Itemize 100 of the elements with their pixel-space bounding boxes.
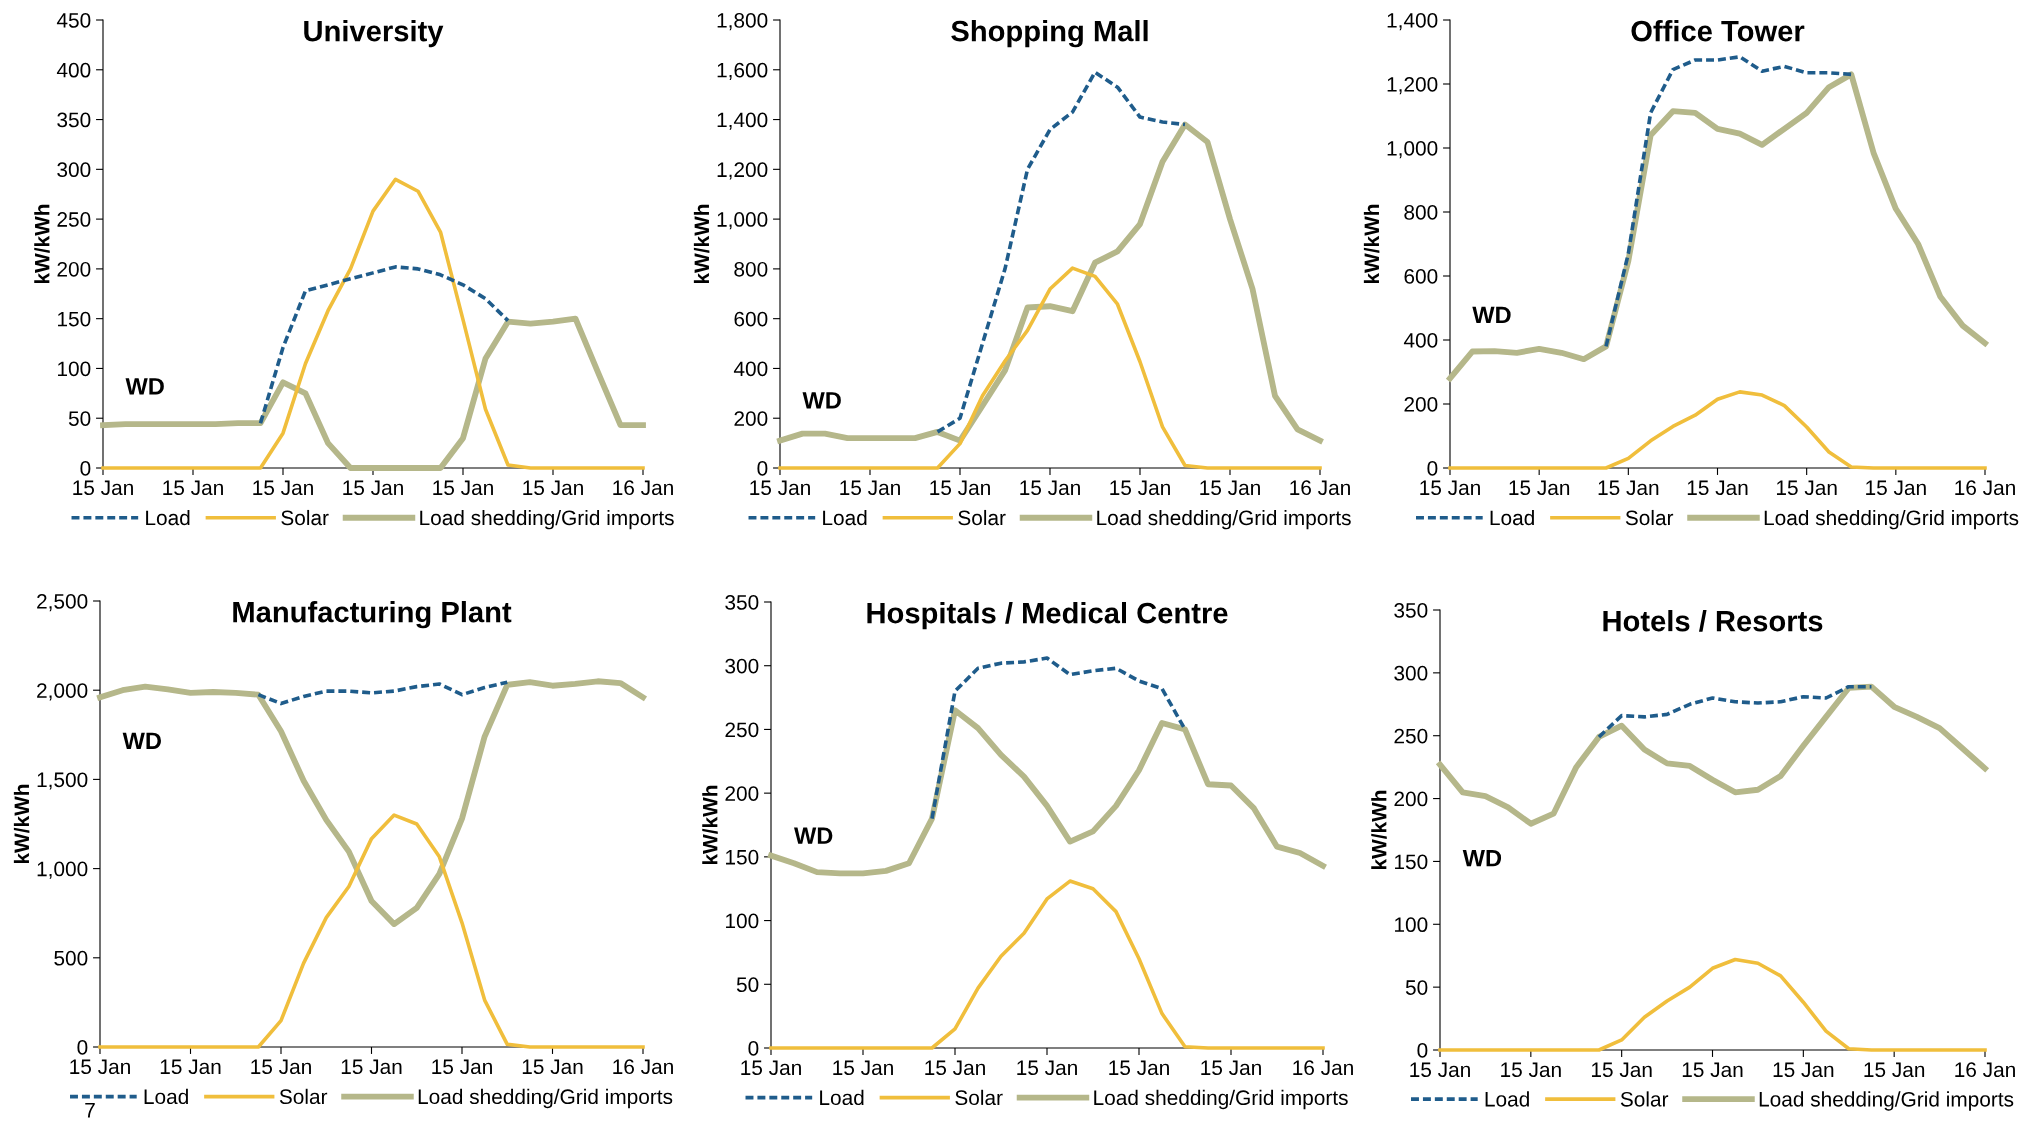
- x-tick-label: 15 Jan: [1201, 1060, 1261, 1076]
- line-series: [256, 680, 510, 706]
- legend-label: Load: [1490, 509, 1534, 526]
- x-tick-label: 15 Jan: [1509, 480, 1570, 496]
- y-tick-label: 500: [54, 950, 88, 966]
- x-tick-label: 15 Jan: [1109, 1060, 1169, 1076]
- x-tick-label: 15 Jan: [930, 480, 990, 496]
- y-tick-label: 0: [1417, 1043, 1428, 1058]
- y-tick-label: 150: [1395, 854, 1428, 870]
- y-axis-title: kW/kWh: [693, 204, 710, 284]
- x-tick-label: 16 Jan: [613, 1059, 673, 1075]
- y-tick-label: 300: [1394, 665, 1428, 681]
- x-tick-label: 15 Jan: [1776, 480, 1837, 496]
- y-tick-label: 50: [68, 411, 91, 426]
- x-tick-label: 15 Jan: [522, 1059, 583, 1075]
- x-tick-label: 15 Jan: [833, 1060, 893, 1076]
- x-tick-label: 15 Jan: [1773, 1062, 1834, 1078]
- y-tick-label: 1,000: [1387, 141, 1438, 159]
- y-tick-label: 400: [733, 361, 768, 377]
- x-tick-label: 15 Jan: [1501, 1062, 1561, 1078]
- x-tick-label: 15 Jan: [251, 1059, 311, 1075]
- x-tick-label: 15 Jan: [1017, 1060, 1077, 1076]
- line-series: [258, 265, 510, 426]
- y-tick-label: 150: [726, 849, 759, 865]
- legend-label: Solar: [279, 1088, 328, 1105]
- y-tick-label: 200: [57, 261, 91, 277]
- y-tick-label: 400: [1403, 333, 1438, 348]
- x-tick-label: 15 Jan: [160, 1059, 221, 1075]
- y-tick-label: 350: [57, 112, 91, 128]
- legend-label: Solar: [1620, 1091, 1669, 1107]
- y-tick-label: 200: [1404, 397, 1438, 412]
- y-tick-label: 1,800: [717, 13, 768, 31]
- annotation: WD: [122, 732, 161, 749]
- y-axis-title: kW/kWh: [34, 204, 50, 284]
- legend-label: Solar: [958, 509, 1006, 526]
- y-tick-label: 1,200: [1387, 77, 1438, 95]
- annotation: WD: [125, 378, 164, 395]
- x-tick-label: 16 Jan: [613, 480, 673, 496]
- annotation: WD: [1472, 306, 1511, 324]
- y-tick-label: 0: [77, 1040, 88, 1055]
- y-tick-label: 450: [56, 13, 91, 28]
- x-tick-label: 15 Jan: [1591, 1062, 1652, 1078]
- y-tick-label: 2,000: [37, 683, 88, 701]
- x-tick-label: 16 Jan: [1955, 480, 2015, 496]
- chart-title: Hospitals / Medical Centre: [867, 602, 1228, 630]
- y-tick-label: 200: [1394, 791, 1428, 807]
- y-tick-label: 0: [80, 461, 91, 476]
- y-tick-label: 100: [726, 913, 759, 929]
- legend-label: Load: [144, 1088, 188, 1105]
- legend-label: Load: [823, 509, 867, 526]
- x-tick-label: 15 Jan: [1687, 480, 1748, 496]
- line-series: [930, 656, 1187, 821]
- y-tick-label: 150: [58, 311, 91, 327]
- y-tick-label: 350: [1394, 603, 1428, 618]
- line-series: [1597, 684, 1874, 739]
- y-tick-label: 1,000: [717, 212, 768, 230]
- y-tick-label: 100: [1395, 917, 1428, 933]
- chart-title: Office Tower: [1631, 20, 1805, 42]
- x-tick-label: 15 Jan: [343, 480, 403, 496]
- line-series: [1604, 54, 1854, 349]
- x-tick-label: 15 Jan: [523, 480, 583, 496]
- y-tick-label: 200: [725, 786, 759, 801]
- chart-title: University: [304, 20, 444, 48]
- legend-label: Load: [1485, 1091, 1529, 1107]
- x-tick-label: 15 Jan: [750, 480, 810, 496]
- legend-label: Load: [820, 1089, 864, 1106]
- text: 7: [85, 1103, 95, 1118]
- x-tick-label: 15 Jan: [73, 480, 133, 496]
- y-tick-label: 1,600: [717, 62, 768, 80]
- chart-title: Manufacturing Plant: [233, 601, 512, 629]
- y-tick-label: 0: [1427, 461, 1438, 476]
- y-tick-label: 1,500: [37, 772, 88, 790]
- x-tick-label: 15 Jan: [741, 1060, 801, 1076]
- x-tick-label: 16 Jan: [1290, 480, 1350, 496]
- x-tick-label: 15 Jan: [70, 1059, 130, 1075]
- x-tick-label: 15 Jan: [1020, 480, 1080, 496]
- y-tick-label: 600: [734, 311, 768, 327]
- legend-label: Load shedding/Grid imports: [418, 1088, 673, 1109]
- y-tick-label: 0: [748, 1041, 759, 1056]
- legend-label: Load: [146, 509, 190, 526]
- y-tick-label: 250: [57, 212, 91, 227]
- y-tick-label: 1,400: [717, 112, 768, 130]
- y-axis-title: kW/kWh: [1363, 204, 1380, 284]
- y-tick-label: 2,500: [37, 594, 88, 612]
- legend-label: Load shedding/Grid imports: [1094, 1089, 1348, 1110]
- legend-label: Solar: [955, 1089, 1003, 1106]
- y-axis-title: kW/kWh: [1371, 790, 1387, 870]
- x-tick-label: 15 Jan: [1200, 480, 1260, 496]
- x-tick-label: 15 Jan: [840, 480, 900, 496]
- y-tick-label: 250: [725, 722, 759, 738]
- y-tick-label: 200: [734, 411, 768, 426]
- x-tick-label: 16 Jan: [1293, 1060, 1353, 1076]
- y-tick-label: 300: [725, 658, 759, 674]
- x-tick-label: 15 Jan: [341, 1059, 402, 1075]
- x-tick-label: 15 Jan: [433, 480, 493, 496]
- x-tick-label: 15 Jan: [1420, 480, 1480, 496]
- legend-label: Solar: [281, 509, 329, 526]
- y-tick-label: 100: [58, 361, 91, 377]
- x-tick-label: 15 Jan: [253, 480, 313, 496]
- legend-label: Load shedding/Grid imports: [420, 509, 674, 530]
